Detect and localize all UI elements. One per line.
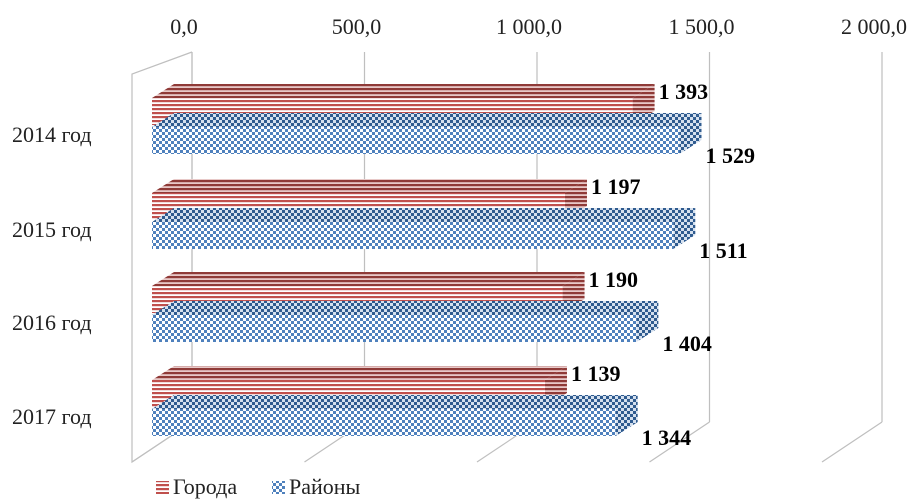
data-label: 1 139 [571, 361, 621, 386]
floor-gridline [649, 421, 710, 463]
x-tick-label: 1 500,0 [669, 14, 735, 39]
bar-end-face [679, 113, 702, 154]
bar-top-face [152, 301, 659, 315]
data-label: 1 529 [706, 143, 756, 168]
data-label: 1 197 [591, 174, 641, 199]
bar-top-face [152, 179, 587, 193]
bar-front-face [152, 409, 616, 436]
bar [152, 113, 702, 154]
data-labels: 1 393 1 529 1 197 1 511 1 190 1 404 1 139 1 344 [571, 79, 755, 450]
data-label: 1 190 [589, 267, 639, 292]
floor-gridline [821, 421, 883, 463]
category-label: 2015 год [12, 217, 92, 242]
data-label: 1 393 [659, 79, 709, 104]
bar-end-face [673, 208, 696, 249]
bar-top-face [152, 113, 702, 127]
legend-item: Районы [272, 474, 361, 499]
bar-top-face [152, 366, 567, 380]
data-label: 1 344 [642, 425, 692, 450]
bar [152, 395, 638, 436]
legend-item: Города [156, 474, 237, 499]
legend-swatch-checks [272, 481, 285, 494]
x-tick-label: 2 000,0 [841, 14, 907, 39]
x-axis-ticks: 0,0 500,0 1 000,0 1 500,0 2 000,0 [170, 14, 907, 39]
legend-label: Районы [289, 474, 361, 499]
bar-top-face [152, 395, 638, 409]
x-tick-label: 500,0 [332, 14, 382, 39]
bar-top-face [152, 272, 585, 286]
bar-top-face [152, 208, 696, 222]
bar-end-face [636, 301, 659, 342]
bar [152, 301, 659, 342]
x-tick-label: 0,0 [170, 14, 198, 39]
data-label: 1 404 [662, 331, 712, 356]
bar [152, 208, 696, 249]
bar-top-face [152, 84, 655, 98]
legend-swatch-stripes [156, 481, 169, 494]
legend-label: Города [173, 474, 237, 499]
category-labels: 2014 год 2015 год 2016 год 2017 год [12, 122, 92, 429]
bar-front-face [152, 127, 680, 154]
legend: Города Районы [156, 474, 361, 499]
bar-front-face [152, 222, 674, 249]
category-label: 2014 год [12, 122, 92, 147]
category-label: 2017 год [12, 404, 92, 429]
bars [152, 84, 702, 436]
x-tick-label: 1 000,0 [496, 14, 562, 39]
data-label: 1 511 [699, 238, 747, 263]
bar-front-face [152, 315, 637, 342]
category-label: 2016 год [12, 310, 92, 335]
bar-end-face [615, 395, 638, 436]
